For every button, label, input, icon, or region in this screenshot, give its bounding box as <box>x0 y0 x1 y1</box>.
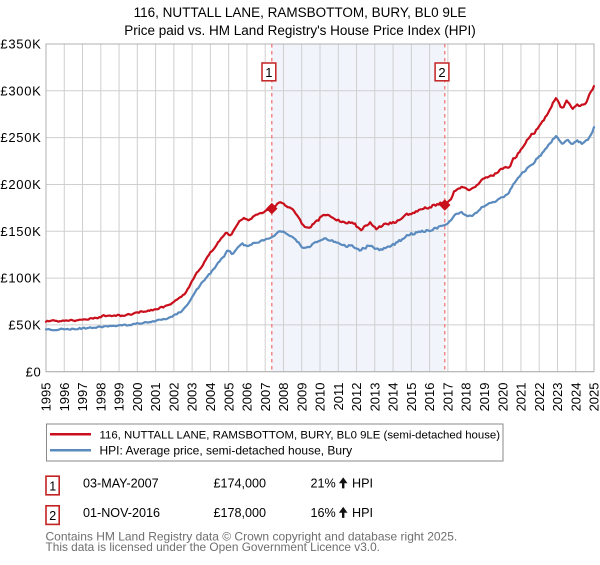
svg-text:2001: 2001 <box>148 383 163 412</box>
svg-text:2008: 2008 <box>276 383 291 412</box>
svg-text:1: 1 <box>265 65 272 80</box>
svg-text:£150K: £150K <box>0 224 41 239</box>
svg-text:16%: 16% <box>311 506 336 520</box>
svg-text:2005: 2005 <box>221 383 236 412</box>
svg-text:£350K: £350K <box>0 37 41 52</box>
svg-text:2012: 2012 <box>349 383 364 412</box>
svg-text:2023: 2023 <box>550 383 565 412</box>
svg-text:2024: 2024 <box>568 383 583 412</box>
svg-text:1997: 1997 <box>75 383 90 412</box>
svg-text:£250K: £250K <box>0 130 41 145</box>
svg-text:2020: 2020 <box>495 383 510 412</box>
svg-text:Price paid vs. HM Land Registr: Price paid vs. HM Land Registry's House … <box>124 23 475 38</box>
svg-text:2014: 2014 <box>386 383 401 412</box>
svg-text:2000: 2000 <box>130 383 145 412</box>
svg-text:£50K: £50K <box>8 317 41 332</box>
svg-text:2021: 2021 <box>514 383 529 412</box>
svg-text:2015: 2015 <box>404 383 419 412</box>
svg-text:01-NOV-2016: 01-NOV-2016 <box>83 506 160 520</box>
svg-text:2013: 2013 <box>367 383 382 412</box>
svg-text:2016: 2016 <box>422 383 437 412</box>
svg-text:£0: £0 <box>26 364 42 379</box>
svg-text:2007: 2007 <box>258 383 273 412</box>
svg-text:1999: 1999 <box>112 383 127 412</box>
svg-text:116, NUTTALL LANE, RAMSBOTTOM,: 116, NUTTALL LANE, RAMSBOTTOM, BURY, BL0… <box>100 429 501 441</box>
svg-text:£178,000: £178,000 <box>214 506 267 520</box>
svg-text:2022: 2022 <box>532 383 547 412</box>
svg-text:£300K: £300K <box>0 83 41 98</box>
svg-text:HPI: Average price, semi-detac: HPI: Average price, semi-detached house,… <box>100 443 353 457</box>
svg-text:2: 2 <box>49 509 56 523</box>
svg-text:2017: 2017 <box>440 383 455 412</box>
svg-text:21%: 21% <box>311 477 336 491</box>
svg-text:1995: 1995 <box>39 383 54 412</box>
svg-text:03-MAY-2007: 03-MAY-2007 <box>83 477 159 491</box>
svg-text:2002: 2002 <box>166 383 181 412</box>
svg-text:HPI: HPI <box>352 506 373 520</box>
svg-text:2018: 2018 <box>459 383 474 412</box>
svg-text:2019: 2019 <box>477 383 492 412</box>
svg-text:1998: 1998 <box>93 383 108 412</box>
svg-text:2025: 2025 <box>587 383 600 412</box>
svg-text:2004: 2004 <box>203 383 218 412</box>
svg-text:£100K: £100K <box>0 271 41 286</box>
svg-text:2011: 2011 <box>331 383 346 411</box>
svg-text:£174,000: £174,000 <box>214 477 267 491</box>
svg-text:116, NUTTALL LANE, RAMSBOTTOM,: 116, NUTTALL LANE, RAMSBOTTOM, BURY, BL0… <box>134 5 467 20</box>
svg-text:1: 1 <box>49 480 56 494</box>
svg-text:HPI: HPI <box>352 477 373 491</box>
svg-text:2003: 2003 <box>185 383 200 412</box>
svg-text:2010: 2010 <box>313 383 328 412</box>
svg-text:1996: 1996 <box>57 383 72 412</box>
svg-text:£200K: £200K <box>0 177 41 192</box>
svg-text:2: 2 <box>438 65 445 80</box>
svg-text:This data is licensed under th: This data is licensed under the Open Gov… <box>46 540 380 554</box>
svg-text:Contains HM Land Registry data: Contains HM Land Registry data © Crown c… <box>46 530 458 544</box>
svg-text:2009: 2009 <box>294 383 309 412</box>
svg-text:2006: 2006 <box>240 383 255 412</box>
